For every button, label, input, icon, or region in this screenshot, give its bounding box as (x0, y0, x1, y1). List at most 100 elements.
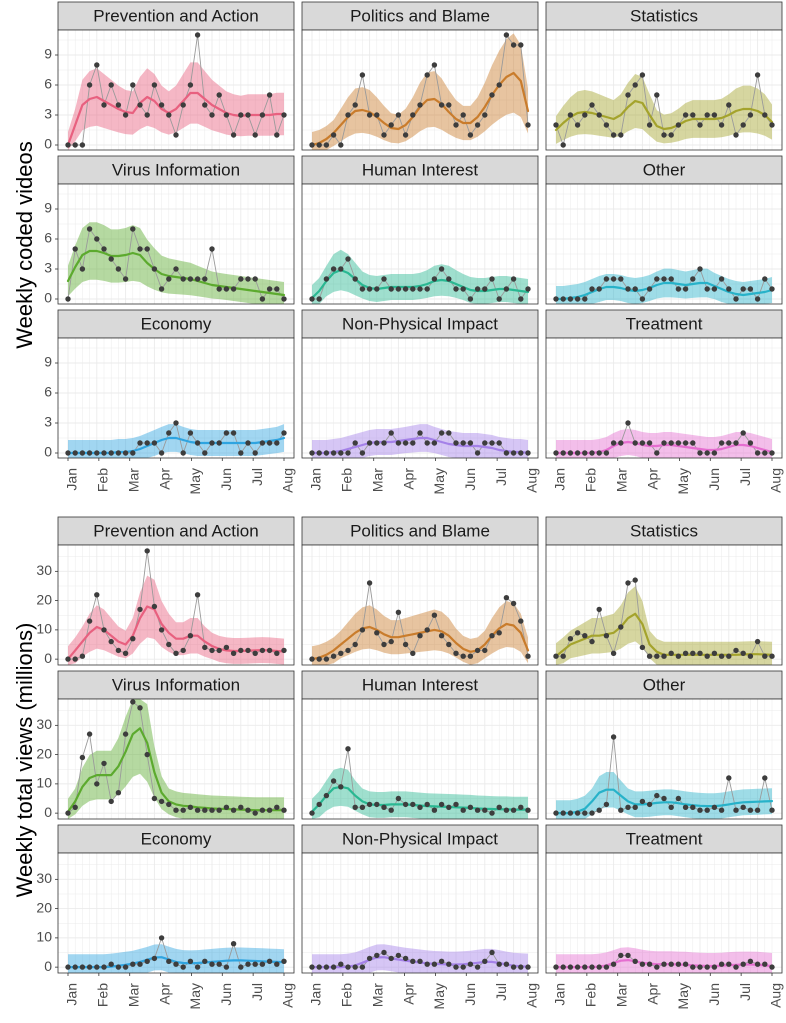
data-point (144, 548, 150, 554)
data-point (410, 286, 416, 292)
data-point (625, 420, 631, 426)
data-point (525, 964, 531, 970)
panel-politics-and-blame: Politics and Blame (301, 516, 539, 666)
x-tick-label: Feb (339, 983, 355, 1007)
panel-virus-information: Virus Information 0 10 20 30 (36, 670, 295, 820)
data-point (352, 964, 358, 970)
data-point (726, 961, 732, 967)
data-point (374, 952, 380, 959)
data-point (711, 286, 718, 292)
data-point (223, 964, 230, 970)
data-point (496, 961, 502, 967)
data-point (467, 804, 474, 810)
data-point (675, 961, 682, 967)
data-point (79, 450, 86, 456)
data-point (567, 296, 574, 302)
data-point (410, 958, 416, 964)
data-point (352, 440, 358, 446)
data-point (711, 450, 718, 456)
data-point (137, 440, 143, 446)
data-point (553, 964, 559, 970)
data-point (359, 450, 366, 456)
data-point (740, 286, 746, 292)
data-point (115, 266, 122, 272)
panel-strip (57, 516, 295, 546)
data-point (625, 92, 631, 98)
data-point (726, 775, 732, 781)
data-point (259, 296, 266, 302)
data-point (366, 286, 373, 292)
data-point (281, 807, 287, 813)
data-point (610, 734, 617, 740)
data-point (675, 122, 682, 128)
data-point (86, 226, 93, 232)
data-point (173, 961, 179, 967)
y-tick-label: 30 (36, 562, 52, 578)
gridlines (546, 184, 782, 304)
confidence-band (68, 222, 284, 304)
x-tick-label: Aug (280, 983, 296, 1008)
data-point (223, 804, 230, 810)
x-tick-label: May (187, 983, 203, 1009)
data-point (740, 430, 746, 436)
data-point (574, 122, 581, 128)
data-point (668, 961, 674, 967)
x-tick-label: Apr (156, 983, 172, 1005)
confidence-band (68, 62, 284, 150)
data-point (194, 807, 201, 813)
data-point (316, 656, 322, 662)
data-point (130, 961, 136, 967)
data-point (402, 955, 409, 962)
data-point (381, 132, 387, 138)
data-point (431, 612, 438, 618)
data-point (323, 656, 330, 662)
data-point (690, 650, 696, 656)
data-point (144, 246, 150, 252)
x-tick-label: Jan (64, 468, 80, 491)
gridlines (58, 30, 294, 150)
data-point (352, 804, 358, 810)
data-point (209, 807, 215, 813)
data-point (374, 630, 380, 636)
data-point (618, 440, 624, 446)
data-point (79, 142, 86, 148)
data-point (596, 450, 602, 456)
data-point (281, 430, 287, 436)
data-point (726, 653, 732, 659)
data-point (101, 760, 107, 767)
data-point (603, 964, 610, 970)
data-point (238, 964, 244, 970)
panel-title: Treatment (626, 829, 703, 848)
data-point (402, 132, 409, 138)
data-point (460, 112, 466, 118)
data-point (596, 807, 602, 813)
data-point (718, 122, 725, 128)
y-axis-label: Weekly coded videos (12, 141, 37, 349)
data-point (560, 296, 566, 302)
y-axis-label: Weekly total views (millions) (12, 623, 37, 898)
data-point (733, 440, 739, 446)
data-point (266, 958, 273, 964)
y-tick-label: 10 (36, 929, 52, 945)
data-point (381, 804, 387, 810)
data-point (187, 804, 194, 810)
data-point (704, 964, 710, 970)
data-point (216, 961, 222, 967)
panel-border (545, 852, 783, 974)
data-point (65, 810, 71, 816)
data-point (467, 296, 474, 302)
data-point (747, 653, 754, 659)
data-point (769, 653, 775, 659)
data-point (632, 440, 638, 446)
data-point (252, 450, 258, 456)
data-point (194, 276, 201, 282)
data-point (144, 751, 150, 758)
data-point (574, 630, 581, 636)
data-point (245, 440, 251, 446)
data-point (330, 450, 337, 456)
data-point (316, 450, 322, 456)
data-point (489, 810, 495, 816)
data-point (338, 266, 344, 272)
data-point (330, 266, 337, 272)
data-point (503, 807, 510, 813)
